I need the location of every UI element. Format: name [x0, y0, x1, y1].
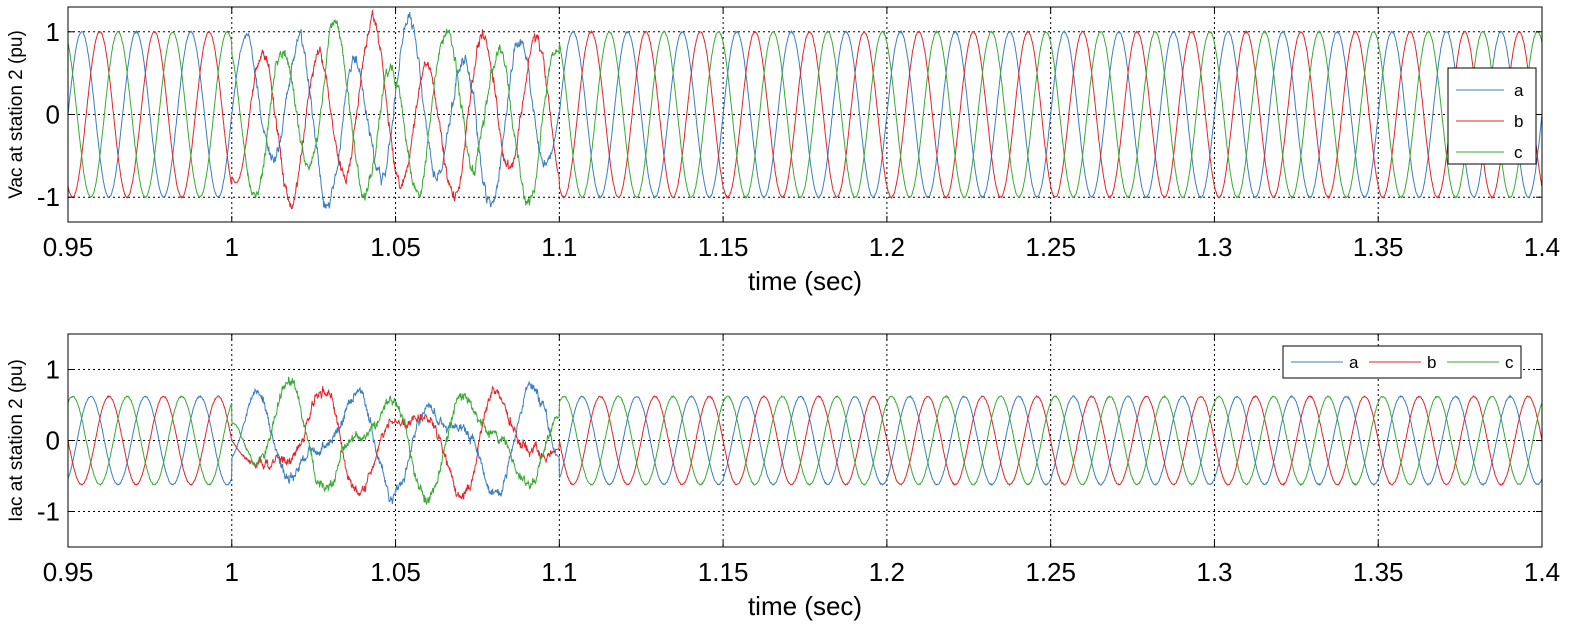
x-axis-label: time (sec): [748, 591, 862, 621]
x-tick-label: 1.35: [1353, 557, 1404, 587]
x-tick-label: 1.25: [1025, 232, 1076, 262]
x-tick-label: 1.4: [1524, 232, 1560, 262]
x-tick-label: 1.35: [1353, 232, 1404, 262]
x-tick-label: 1.3: [1196, 557, 1232, 587]
series-line-c: [67, 376, 1543, 505]
x-tick-label: 1.1: [541, 232, 577, 262]
x-tick-label: 1: [225, 557, 239, 587]
x-tick-label: 1.2: [869, 232, 905, 262]
y-axis-label: Iac at station 2 (pu): [6, 359, 27, 522]
series-line-c: [67, 19, 1543, 206]
y-tick-label: 0: [46, 100, 60, 130]
legend-label-a: a: [1514, 81, 1524, 100]
series-line-a: [67, 381, 1543, 505]
x-tick-label: 1.05: [370, 232, 421, 262]
series-line-b: [67, 385, 1543, 500]
x-tick-label: 1.15: [698, 557, 749, 587]
legend-label-c: c: [1514, 143, 1523, 162]
legend: a b c: [1282, 345, 1522, 379]
series-line-a: [67, 11, 1543, 209]
chart-panel-1: 0.95 1 1.05 1.1 1.15 1.2 1.25 1.3 1.35 1.4 -1 0 1 tim…: [6, 6, 1560, 296]
x-tick-label: 1.3: [1196, 232, 1232, 262]
x-tick-label: 1.1: [541, 557, 577, 587]
legend-label-b: b: [1514, 112, 1523, 131]
x-tick-label: 0.95: [43, 557, 94, 587]
y-tick-label: 1: [46, 355, 60, 385]
legend-label-c: c: [1505, 353, 1514, 372]
x-tick-label: 1: [225, 232, 239, 262]
y-tick-label: -1: [37, 182, 60, 212]
y-axis-label: Vac at station 2 (pu): [6, 30, 27, 199]
series-line-b: [67, 10, 1543, 210]
legend-label-a: a: [1349, 353, 1359, 372]
x-tick-label: 1.15: [698, 232, 749, 262]
y-tick-label: 0: [46, 426, 60, 456]
legend: abc: [1447, 67, 1537, 165]
x-tick-label: 0.95: [43, 232, 94, 262]
x-axis-label: time (sec): [748, 266, 862, 296]
x-tick-label: 1.25: [1025, 557, 1076, 587]
chart-panel-2: 0.95 1 1.05 1.1 1.15 1.2 1.25 1.3 1.35 1.4 -1 0 1 tim…: [6, 333, 1560, 621]
legend-label-b: b: [1427, 353, 1436, 372]
x-tick-label: 1.05: [370, 557, 421, 587]
legend-box: [1447, 67, 1537, 165]
x-tick-label: 1.2: [869, 557, 905, 587]
x-tick-label: 1.4: [1524, 557, 1560, 587]
y-tick-label: -1: [37, 497, 60, 527]
y-tick-label: 1: [46, 17, 60, 47]
